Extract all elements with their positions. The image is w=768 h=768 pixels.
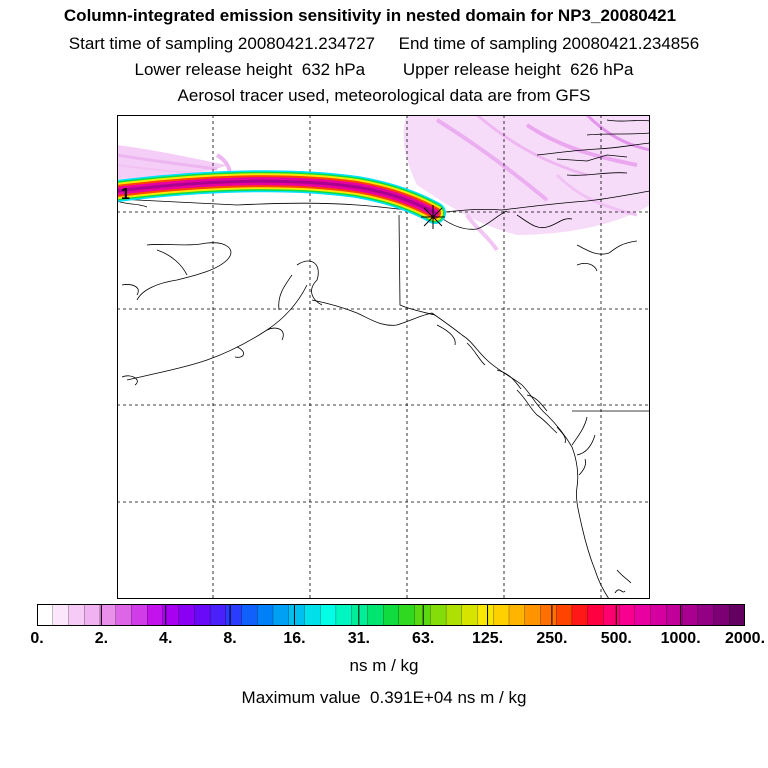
colorbar-cell <box>729 604 745 626</box>
colorbar-tick-label: 2000. <box>724 630 766 647</box>
colorbar-cell <box>540 604 557 626</box>
colorbar-major-ticks <box>100 604 682 626</box>
plume-label: 1 <box>121 186 130 203</box>
colorbar-cell <box>209 604 227 626</box>
colorbar-cell <box>524 604 542 626</box>
colorbar <box>37 604 745 626</box>
colorbar-tick-label: 63. <box>412 630 435 647</box>
colorbar-tick-label: 2. <box>94 630 109 647</box>
colorbar-tick-label: 250. <box>536 630 568 647</box>
colorbar-cell <box>335 604 353 626</box>
title-line-2: Start time of sampling 20080421.234727 E… <box>68 34 700 53</box>
colorbar-cell <box>178 604 196 626</box>
colorbar-cell <box>650 604 668 626</box>
title-line-3: Lower release height 632 hPa Upper relea… <box>134 60 634 79</box>
colorbar-cell <box>115 604 133 626</box>
colorbar-cell <box>304 604 321 626</box>
maximum-value-text: Maximum value 0.391E+04 ns m / kg <box>241 688 527 707</box>
colorbar-tick-label: 4. <box>159 630 173 647</box>
colorbar-cell <box>445 604 463 626</box>
colorbar-cell <box>587 604 605 626</box>
colorbar-cell <box>508 604 526 626</box>
map-frame <box>117 115 650 599</box>
colorbar-cell <box>383 604 400 626</box>
colorbar-cell <box>68 604 85 626</box>
colorbar-cell <box>288 604 306 626</box>
colorbar-cell <box>603 604 620 626</box>
colorbar-cell <box>84 604 101 626</box>
colorbar-cell <box>430 604 447 626</box>
colorbar-cell <box>351 604 369 626</box>
colorbar-cell <box>619 604 636 626</box>
colorbar-tick-label: 31. <box>347 630 370 647</box>
colorbar-tick-label: 16. <box>283 630 306 647</box>
colorbar-cell <box>461 604 479 626</box>
colorbar-cells <box>37 604 745 626</box>
title-line-4: Aerosol tracer used, meteorological data… <box>177 86 591 105</box>
sensitivity-haze <box>117 115 650 252</box>
colorbar-cell <box>556 604 573 626</box>
colorbar-cell <box>99 604 117 626</box>
colorbar-cell <box>241 604 258 626</box>
colorbar-frame <box>37 604 745 626</box>
colorbar-cell <box>257 604 274 626</box>
colorbar-tick-label: 8. <box>223 630 237 647</box>
colorbar-cell <box>697 604 715 626</box>
colorbar-tick-label: 1000. <box>660 630 701 647</box>
colorbar-tick-labels: 0. 2. 4. 8. 16. 31. 63. 125. 250. 500. 1000. 2000. <box>0 630 768 650</box>
title-line-1: Column-integrated emission sensitivity i… <box>63 6 677 25</box>
colorbar-cell <box>398 604 416 626</box>
colorbar-cell <box>147 604 164 626</box>
colorbar-cell <box>367 604 384 626</box>
colorbar-cell <box>681 604 699 626</box>
map-panel: 1 <box>117 115 650 599</box>
colorbar-cell <box>634 604 652 626</box>
colorbar-cell <box>713 604 730 626</box>
colorbar-cell <box>194 604 211 626</box>
colorbar-cell <box>477 604 494 626</box>
colorbar-cell <box>37 604 54 626</box>
colorbar-units: ns m / kg <box>349 656 419 675</box>
colorbar-cell <box>272 604 290 626</box>
colorbar-cell <box>571 604 589 626</box>
plume-trajectory <box>117 170 446 224</box>
colorbar-tick-label: 500. <box>600 630 632 647</box>
colorbar-cell <box>320 604 337 626</box>
release-location-marker <box>421 205 445 229</box>
political-boundaries <box>398 214 650 412</box>
colorbar-tick-label: 125. <box>471 630 504 647</box>
colorbar-cell <box>131 604 148 626</box>
lat-lon-grid <box>117 115 650 599</box>
colorbar-cell <box>52 604 70 626</box>
colorbar-tick-label: 0. <box>30 630 44 647</box>
colorbar-cell <box>225 604 243 626</box>
coastlines <box>117 119 650 599</box>
colorbar-cell <box>493 604 510 626</box>
